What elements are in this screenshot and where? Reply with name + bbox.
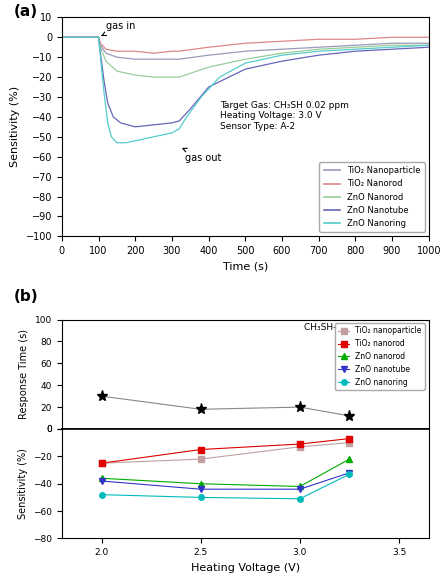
Text: gas out: gas out	[183, 148, 221, 163]
Text: (a): (a)	[14, 4, 38, 19]
Text: Target Gas: CH₃SH 0.02 ppm
Heating Voltage: 3.0 V
Sensor Type: A-2: Target Gas: CH₃SH 0.02 ppm Heating Volta…	[220, 101, 348, 131]
X-axis label: Time (s): Time (s)	[223, 262, 268, 272]
Text: (b): (b)	[14, 289, 39, 304]
Y-axis label: Sensitivity (%): Sensitivity (%)	[18, 448, 27, 519]
Legend: TiO₂ Nanoparticle, TiO₂ Nanorod, ZnO Nanorod, ZnO Nanotube, ZnO Nanoring: TiO₂ Nanoparticle, TiO₂ Nanorod, ZnO Nan…	[320, 162, 425, 232]
X-axis label: Heating Voltage (V): Heating Voltage (V)	[191, 563, 300, 573]
Text: gas in: gas in	[102, 21, 135, 35]
Y-axis label: Sensitivity (%): Sensitivity (%)	[10, 86, 20, 167]
Legend: TiO₂ nanoparticle, TiO₂ nanorod, ZnO nanorod, ZnO nanotube, ZnO nanoring: TiO₂ nanoparticle, TiO₂ nanorod, ZnO nan…	[335, 323, 425, 390]
Text: CH₃SH-0.02ppm-type A-2: CH₃SH-0.02ppm-type A-2	[304, 323, 418, 332]
Y-axis label: Response Time (s): Response Time (s)	[19, 329, 29, 419]
